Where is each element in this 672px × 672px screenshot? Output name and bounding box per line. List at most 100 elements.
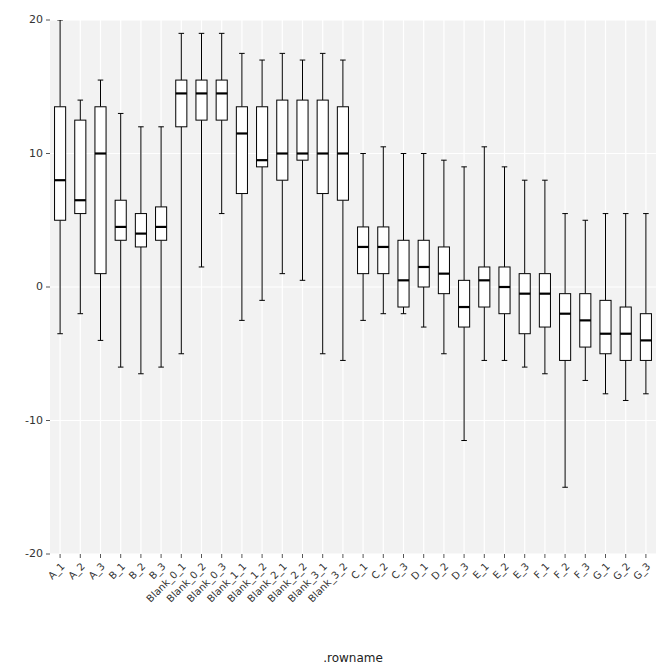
median: [398, 279, 409, 281]
upper-whisker: [524, 180, 525, 273]
lower-whisker: [544, 327, 545, 374]
x-tick-label: C_2: [369, 561, 390, 582]
median: [95, 152, 106, 154]
x-tick: [504, 554, 505, 558]
x-tick-label: C_1: [349, 561, 370, 582]
upper-whisker: [403, 154, 404, 241]
box-group: [216, 33, 227, 213]
upper-cap: [522, 180, 528, 181]
x-tick: [524, 554, 525, 558]
upper-whisker: [201, 33, 202, 80]
x-tick: [282, 554, 283, 558]
lower-whisker: [262, 167, 263, 301]
y-tick: [46, 153, 50, 154]
box: [600, 300, 611, 353]
upper-cap: [360, 153, 366, 154]
lower-whisker: [645, 360, 646, 393]
upper-cap: [300, 60, 306, 61]
y-tick-label: 0: [36, 280, 43, 293]
box-group: [600, 214, 611, 394]
box: [277, 100, 288, 180]
upper-cap: [199, 33, 205, 34]
box-group: [135, 127, 146, 374]
upper-whisker: [302, 60, 303, 100]
axes: -20-1001020A_1A_2A_3B_1B_2B_3Blank_0_1Bl…: [25, 13, 653, 605]
x-tick-label: G_1: [591, 561, 613, 583]
box: [560, 294, 571, 361]
x-tick: [403, 554, 404, 558]
x-tick: [161, 554, 162, 558]
x-grid-line: [585, 20, 586, 554]
box: [438, 247, 449, 294]
upper-cap: [502, 166, 508, 167]
x-grid-line: [241, 20, 242, 554]
lower-cap: [421, 327, 427, 328]
x-tick: [484, 554, 485, 558]
upper-whisker: [342, 60, 343, 107]
box-group: [297, 60, 308, 280]
lower-whisker: [201, 120, 202, 267]
x-tick: [645, 554, 646, 558]
lower-cap: [259, 300, 265, 301]
upper-whisker: [383, 147, 384, 227]
box-group: [115, 113, 126, 367]
lower-cap: [522, 367, 528, 368]
y-tick: [46, 420, 50, 421]
x-tick: [201, 554, 202, 558]
lower-cap: [583, 380, 589, 381]
upper-whisker: [484, 147, 485, 267]
x-tick-label: F_1: [532, 561, 553, 582]
box-group: [479, 147, 490, 361]
upper-cap: [158, 126, 164, 127]
median: [600, 333, 611, 335]
x-tick-label: Blank_3_2: [306, 561, 350, 605]
x-tick-label: E_2: [491, 561, 512, 582]
x-tick-label: G_2: [611, 561, 633, 583]
x-tick: [241, 554, 242, 558]
upper-whisker: [241, 53, 242, 106]
x-tick-label: D_3: [449, 561, 471, 583]
median: [277, 152, 288, 154]
x-tick-label: E_1: [471, 561, 492, 582]
upper-cap: [643, 213, 649, 214]
lower-cap: [138, 373, 144, 374]
upper-cap: [78, 100, 84, 101]
upper-cap: [118, 113, 124, 114]
upper-whisker: [645, 214, 646, 314]
box: [216, 80, 227, 120]
upper-whisker: [464, 167, 465, 280]
lower-whisker: [221, 120, 222, 213]
x-tick: [262, 554, 263, 558]
lower-whisker: [443, 294, 444, 354]
box: [196, 80, 207, 120]
box: [337, 107, 348, 200]
upper-whisker: [565, 214, 566, 294]
median: [620, 333, 631, 335]
upper-whisker: [443, 160, 444, 247]
lower-whisker: [241, 194, 242, 321]
x-tick: [342, 554, 343, 558]
lower-cap: [320, 353, 326, 354]
box-group: [398, 154, 409, 314]
upper-whisker: [60, 20, 61, 107]
median: [176, 92, 187, 94]
box: [418, 240, 429, 287]
lower-cap: [158, 367, 164, 368]
x-grid-line: [100, 20, 101, 554]
upper-whisker: [80, 100, 81, 120]
lower-whisker: [383, 274, 384, 314]
box-group: [176, 33, 187, 353]
y-tick: [46, 20, 50, 21]
x-tick-label: A_3: [86, 561, 107, 582]
x-tick: [120, 554, 121, 558]
box: [499, 267, 510, 314]
lower-whisker: [464, 327, 465, 440]
lower-cap: [623, 400, 629, 401]
lower-cap: [482, 360, 488, 361]
plot-background: [50, 20, 656, 554]
lower-cap: [199, 266, 205, 267]
upper-cap: [239, 53, 245, 54]
lower-whisker: [565, 360, 566, 487]
upper-whisker: [262, 60, 263, 107]
box-group: [418, 154, 429, 328]
